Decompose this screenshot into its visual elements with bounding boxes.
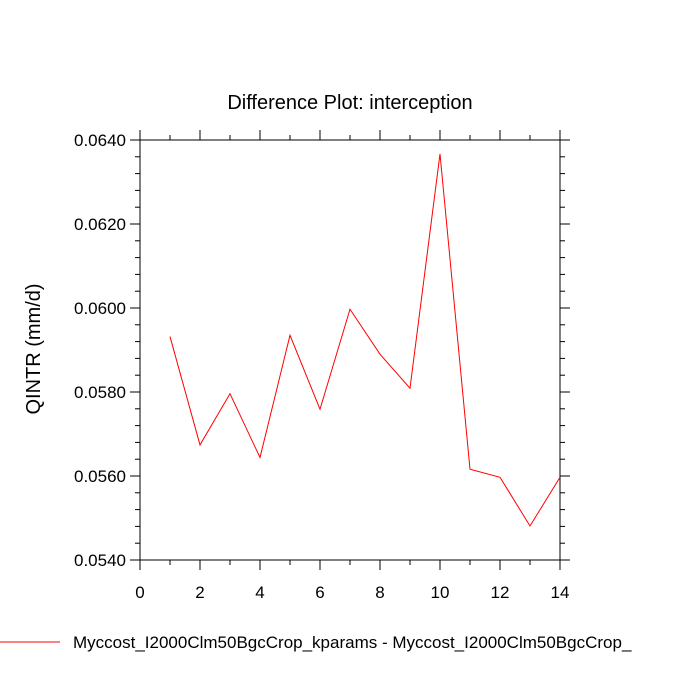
legend-label: Myccost_I2000Clm50BgcCrop_kparams - Mycc…	[73, 633, 632, 652]
x-tick-label: 14	[551, 583, 570, 602]
x-tick-label: 0	[135, 583, 144, 602]
y-tick-label: 0.0540	[74, 551, 126, 570]
axis-ticks	[130, 130, 570, 570]
y-tick-label: 0.0580	[74, 383, 126, 402]
x-tick-label: 12	[491, 583, 510, 602]
legend: Myccost_I2000Clm50BgcCrop_kparams - Mycc…	[0, 633, 632, 652]
x-tick-label: 6	[315, 583, 324, 602]
series-group	[169, 153, 561, 527]
chart-title: Difference Plot: interception	[227, 92, 472, 114]
y-axis-label: QINTR (mm/d)	[23, 283, 45, 414]
plot-frame	[139, 139, 561, 561]
x-tick-label: 10	[431, 583, 450, 602]
x-tick-label: 2	[195, 583, 204, 602]
axis-tick-labels: 0 2 4 6 8 10 12 14 0.0540 0.0560 0.0580 0.0600 0.062…	[74, 131, 569, 602]
y-tick-label: 0.0600	[74, 299, 126, 318]
x-tick-label: 4	[255, 583, 264, 602]
y-tick-label: 0.0560	[74, 467, 126, 486]
y-tick-label: 0.0620	[74, 215, 126, 234]
x-tick-label: 8	[375, 583, 384, 602]
y-tick-label: 0.0640	[74, 131, 126, 150]
series-line	[169, 153, 561, 527]
